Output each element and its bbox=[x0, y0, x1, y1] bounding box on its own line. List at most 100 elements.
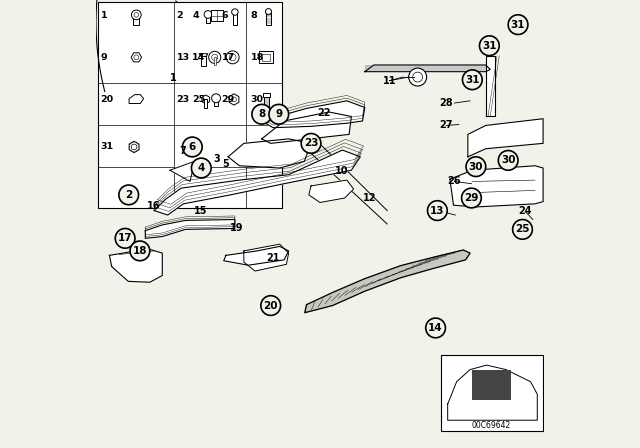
Text: 18: 18 bbox=[132, 246, 147, 256]
Circle shape bbox=[115, 228, 135, 248]
Polygon shape bbox=[468, 119, 543, 157]
Polygon shape bbox=[154, 150, 360, 215]
Text: 18: 18 bbox=[251, 53, 264, 62]
Bar bbox=[264, 97, 269, 108]
Polygon shape bbox=[486, 56, 495, 116]
Bar bbox=[214, 99, 218, 106]
Text: 13: 13 bbox=[430, 206, 445, 215]
Circle shape bbox=[479, 36, 499, 56]
Circle shape bbox=[461, 188, 481, 208]
Polygon shape bbox=[244, 244, 289, 271]
Circle shape bbox=[232, 9, 238, 15]
Text: 4: 4 bbox=[198, 163, 205, 173]
Text: 29: 29 bbox=[464, 193, 479, 203]
Circle shape bbox=[269, 104, 289, 124]
Polygon shape bbox=[309, 180, 353, 202]
Text: 30: 30 bbox=[501, 155, 515, 165]
Text: 3: 3 bbox=[214, 154, 220, 164]
Bar bbox=[134, 16, 139, 25]
Text: 31: 31 bbox=[511, 20, 525, 30]
Text: 19: 19 bbox=[230, 223, 243, 233]
Polygon shape bbox=[202, 95, 210, 104]
Circle shape bbox=[409, 68, 427, 86]
Text: 29: 29 bbox=[221, 95, 235, 104]
Circle shape bbox=[508, 15, 528, 34]
Text: 23: 23 bbox=[304, 138, 318, 148]
Circle shape bbox=[301, 134, 321, 153]
Text: 10: 10 bbox=[335, 166, 348, 176]
Bar bbox=[233, 13, 237, 25]
Circle shape bbox=[426, 318, 445, 338]
Circle shape bbox=[191, 158, 211, 178]
Text: 21: 21 bbox=[266, 253, 280, 263]
Text: 24: 24 bbox=[518, 207, 532, 216]
Circle shape bbox=[131, 10, 141, 20]
Text: 4: 4 bbox=[192, 11, 199, 20]
Polygon shape bbox=[224, 246, 289, 265]
Bar bbox=[263, 94, 270, 97]
Circle shape bbox=[428, 201, 447, 220]
Text: 28: 28 bbox=[440, 98, 453, 108]
Text: 7: 7 bbox=[180, 146, 186, 156]
Polygon shape bbox=[109, 249, 163, 282]
Text: 14: 14 bbox=[192, 53, 205, 62]
Circle shape bbox=[119, 185, 139, 205]
Text: 8: 8 bbox=[251, 11, 257, 20]
Text: 9: 9 bbox=[275, 109, 282, 119]
Text: 26: 26 bbox=[447, 177, 461, 186]
Text: 30: 30 bbox=[251, 95, 264, 104]
Bar bbox=[266, 13, 271, 25]
Text: 6: 6 bbox=[189, 142, 196, 152]
Polygon shape bbox=[199, 54, 208, 56]
Polygon shape bbox=[365, 65, 490, 72]
Polygon shape bbox=[131, 53, 141, 62]
Text: 27: 27 bbox=[440, 121, 453, 130]
Bar bbox=[214, 57, 216, 65]
Text: 9: 9 bbox=[100, 53, 107, 62]
Polygon shape bbox=[129, 95, 143, 103]
Text: 16: 16 bbox=[147, 201, 160, 211]
Bar bbox=[441, 355, 543, 431]
Text: 20: 20 bbox=[100, 95, 114, 104]
Polygon shape bbox=[262, 101, 365, 128]
Text: 25: 25 bbox=[192, 95, 205, 104]
Text: 1: 1 bbox=[170, 73, 177, 83]
Circle shape bbox=[261, 296, 280, 315]
Text: 6: 6 bbox=[221, 11, 228, 20]
Circle shape bbox=[182, 137, 202, 157]
Text: 31: 31 bbox=[482, 41, 497, 51]
Bar bbox=[206, 16, 210, 23]
Circle shape bbox=[463, 70, 482, 90]
Text: 5: 5 bbox=[223, 159, 229, 169]
Polygon shape bbox=[229, 94, 239, 105]
Circle shape bbox=[229, 54, 236, 61]
Text: 17: 17 bbox=[221, 53, 235, 62]
Text: 15: 15 bbox=[194, 207, 207, 216]
Polygon shape bbox=[145, 220, 235, 238]
Circle shape bbox=[209, 52, 221, 64]
Circle shape bbox=[212, 94, 221, 103]
Text: 23: 23 bbox=[177, 95, 190, 104]
Text: 25: 25 bbox=[515, 224, 530, 234]
Bar bbox=[201, 54, 206, 66]
Bar bbox=[99, 2, 282, 208]
Circle shape bbox=[499, 151, 518, 170]
Text: 20: 20 bbox=[264, 301, 278, 310]
Circle shape bbox=[513, 220, 532, 239]
Circle shape bbox=[266, 9, 271, 15]
Circle shape bbox=[466, 157, 486, 177]
Text: 30: 30 bbox=[468, 162, 483, 172]
Polygon shape bbox=[262, 112, 351, 143]
Circle shape bbox=[212, 54, 218, 60]
Text: 00C69642: 00C69642 bbox=[472, 421, 511, 430]
Text: 8: 8 bbox=[258, 109, 266, 119]
Polygon shape bbox=[450, 166, 543, 207]
Polygon shape bbox=[448, 365, 538, 420]
Bar bbox=[211, 10, 223, 22]
Circle shape bbox=[204, 11, 212, 18]
Polygon shape bbox=[305, 250, 470, 313]
Text: 1: 1 bbox=[100, 11, 107, 20]
Bar bbox=[262, 54, 270, 61]
Bar bbox=[259, 52, 273, 64]
Text: 22: 22 bbox=[317, 108, 330, 118]
